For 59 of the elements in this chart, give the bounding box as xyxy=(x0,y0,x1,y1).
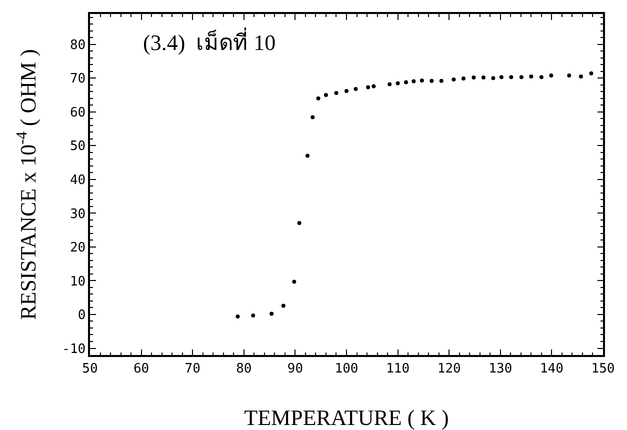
point xyxy=(499,75,504,80)
point xyxy=(236,314,240,319)
point xyxy=(461,76,466,80)
point xyxy=(430,78,434,83)
x-tick-label: 90 xyxy=(287,361,304,376)
y-tick-label: 30 xyxy=(70,206,86,222)
point xyxy=(491,76,496,80)
annotation: (3.4) เม็ดที่ 10 xyxy=(143,27,276,55)
x-tick-label: 130 xyxy=(488,361,512,376)
point xyxy=(589,71,594,76)
point xyxy=(270,312,274,316)
y-tick-label: 60 xyxy=(70,105,86,120)
point xyxy=(420,78,424,83)
x-tick-label: 140 xyxy=(540,361,564,376)
point xyxy=(366,85,370,90)
point xyxy=(316,96,320,100)
point xyxy=(529,74,534,78)
y-tick-label: 70 xyxy=(70,72,86,87)
point xyxy=(481,75,486,80)
y-tick-label: 20 xyxy=(70,240,86,256)
point xyxy=(324,93,328,98)
point xyxy=(297,220,302,225)
y-tick-label: 40 xyxy=(70,172,86,188)
point xyxy=(306,154,310,158)
point xyxy=(310,115,315,120)
point xyxy=(281,304,286,308)
point xyxy=(404,80,408,84)
point xyxy=(549,73,554,78)
y-tick-label: -10 xyxy=(62,342,86,357)
x-axis-title: TEMPERATURE ( K ) xyxy=(244,405,449,430)
point xyxy=(519,75,524,80)
point xyxy=(439,78,444,83)
x-tick-label: 110 xyxy=(386,361,410,376)
point xyxy=(251,314,256,318)
point xyxy=(372,84,376,88)
point xyxy=(388,82,392,86)
point xyxy=(539,75,544,80)
x-tick-label: 120 xyxy=(437,361,461,376)
y-tick-label: 80 xyxy=(70,38,86,53)
x-tick-label: 100 xyxy=(334,361,358,376)
x-tick-label: 50 xyxy=(82,361,98,376)
y-tick-label: 50 xyxy=(70,139,86,154)
x-tick-label: 60 xyxy=(133,361,150,376)
point xyxy=(509,75,514,80)
y-tick-label: 10 xyxy=(70,274,86,290)
y-tick-label: 0 xyxy=(78,308,86,324)
point xyxy=(578,74,583,78)
point xyxy=(292,280,296,284)
point xyxy=(472,75,476,80)
x-tick-label: 80 xyxy=(236,361,252,376)
x-tick-label: 70 xyxy=(184,361,200,376)
point xyxy=(567,73,572,78)
point xyxy=(334,91,338,95)
point xyxy=(396,81,400,86)
x-tick-label: 150 xyxy=(591,361,615,376)
point xyxy=(344,88,348,93)
point xyxy=(412,79,416,84)
point xyxy=(452,78,456,82)
point xyxy=(354,86,358,91)
